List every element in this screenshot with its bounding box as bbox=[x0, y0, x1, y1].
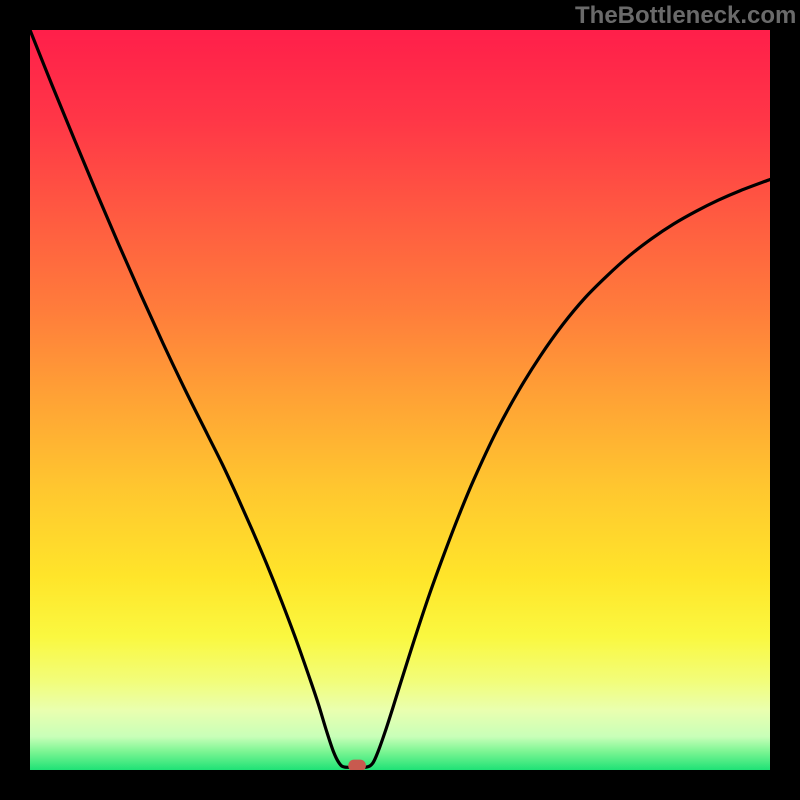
chart-svg bbox=[30, 30, 770, 770]
watermark-label: TheBottleneck.com bbox=[575, 2, 796, 30]
gradient-background bbox=[30, 30, 770, 770]
plot-area bbox=[30, 30, 770, 770]
optimal-point-marker bbox=[348, 760, 366, 770]
